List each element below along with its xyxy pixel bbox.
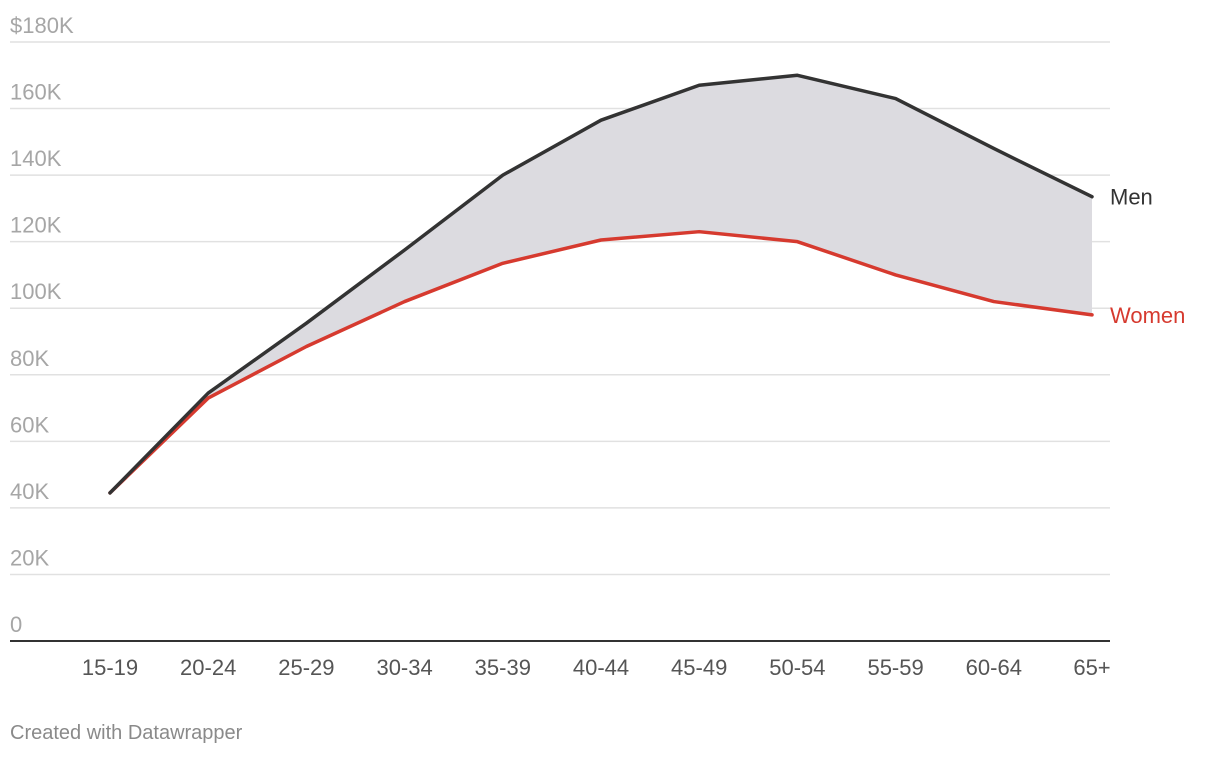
data-point-women bbox=[1091, 314, 1093, 316]
x-tick-label: 55-59 bbox=[867, 655, 923, 680]
data-point-men bbox=[109, 492, 111, 494]
data-point-men bbox=[600, 119, 602, 121]
data-point-women bbox=[600, 239, 602, 241]
grid-layer bbox=[10, 41, 1110, 642]
data-point-men bbox=[502, 174, 504, 176]
line-layer bbox=[108, 73, 1094, 495]
series-labels: Women Men bbox=[1110, 185, 1185, 328]
x-tick-label: 35-39 bbox=[475, 655, 531, 680]
data-point-men bbox=[796, 74, 798, 76]
data-point-women bbox=[207, 397, 209, 399]
x-tick-label: 20-24 bbox=[180, 655, 236, 680]
y-tick-label: $180K bbox=[10, 13, 74, 38]
data-point-women bbox=[698, 231, 700, 233]
y-tick-label: 80K bbox=[10, 346, 49, 371]
data-point-men bbox=[207, 392, 209, 394]
y-tick-label: 40K bbox=[10, 479, 49, 504]
gap-fill-area bbox=[110, 75, 1092, 493]
data-point-women bbox=[404, 301, 406, 303]
y-tick-labels: 0 20K 40K 60K 80K 100K 120K 140K 160K $180K bbox=[10, 13, 74, 637]
y-tick-label: 120K bbox=[10, 213, 62, 238]
x-tick-label: 15-19 bbox=[82, 655, 138, 680]
data-point-women bbox=[895, 274, 897, 276]
footer-credit: Created with Datawrapper bbox=[10, 722, 243, 744]
x-tick-label: 30-34 bbox=[376, 655, 432, 680]
x-tick-label: 65+ bbox=[1073, 655, 1110, 680]
y-tick-label: 160K bbox=[10, 80, 62, 105]
data-point-men bbox=[305, 322, 307, 324]
data-point-women bbox=[796, 241, 798, 243]
series-label-men: Men bbox=[1110, 185, 1153, 210]
data-point-men bbox=[698, 84, 700, 86]
series-label-women: Women bbox=[1110, 303, 1185, 328]
x-tick-label: 60-64 bbox=[966, 655, 1022, 680]
data-point-men bbox=[993, 147, 995, 149]
data-point-men bbox=[895, 98, 897, 100]
data-point-men bbox=[404, 249, 406, 251]
data-point-men bbox=[1091, 196, 1093, 198]
x-tick-label: 25-29 bbox=[278, 655, 334, 680]
x-tick-label: 45-49 bbox=[671, 655, 727, 680]
y-tick-label: 100K bbox=[10, 279, 62, 304]
x-tick-labels: 15-19 20-24 25-29 30-34 35-39 40-44 45-49 50-54… bbox=[82, 655, 1111, 680]
y-tick-label: 140K bbox=[10, 146, 62, 171]
x-tick-label: 40-44 bbox=[573, 655, 629, 680]
y-tick-label: 60K bbox=[10, 412, 49, 437]
x-tick-label: 50-54 bbox=[769, 655, 825, 680]
y-tick-label: 20K bbox=[10, 545, 49, 570]
data-point-women bbox=[993, 301, 995, 303]
y-tick-label: 0 bbox=[10, 612, 22, 637]
data-point-women bbox=[502, 262, 504, 264]
fill-layer bbox=[110, 75, 1092, 493]
data-point-women bbox=[305, 345, 307, 347]
